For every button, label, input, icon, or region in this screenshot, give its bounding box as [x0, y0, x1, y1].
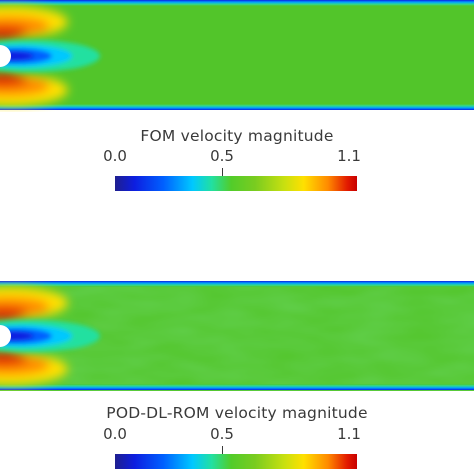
- pod-dl-rom-colorbar-tick-max: 1.1: [337, 425, 361, 443]
- fom-colorbar-tick-max: 1.1: [337, 147, 361, 165]
- pod-dl-rom-colorbar-mid-mark: [222, 446, 223, 454]
- fom-colorbar-tick-min: 0.0: [103, 147, 127, 165]
- pod-dl-rom-flow-field: [0, 281, 474, 391]
- fom-colorbar: [115, 176, 357, 191]
- fom-colorbar-mid-mark: [222, 168, 223, 176]
- pod-dl-rom-colorbar-tick-mid: 0.5: [210, 425, 234, 443]
- fom-colorbar-title: FOM velocity magnitude: [140, 127, 334, 145]
- fom-colorbar-tick-mid: 0.5: [210, 147, 234, 165]
- fom-flow-field-image: [0, 0, 474, 112]
- fom-flow-field: [0, 0, 474, 112]
- pod-dl-rom-flow-field-image: [0, 281, 474, 391]
- pod-dl-rom-colorbar-tick-min: 0.0: [103, 425, 127, 443]
- pod-dl-rom-colorbar-title: POD-DL-ROM velocity magnitude: [106, 404, 368, 422]
- pod-dl-rom-colorbar: [115, 454, 357, 469]
